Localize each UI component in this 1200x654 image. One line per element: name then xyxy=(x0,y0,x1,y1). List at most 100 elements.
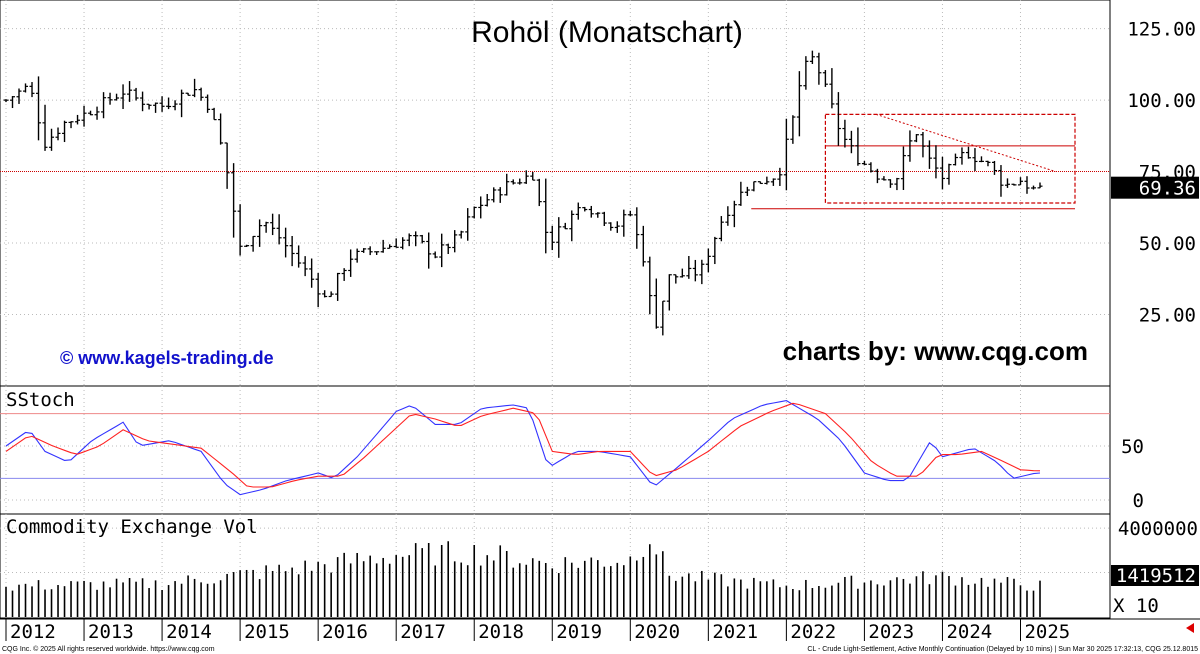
price-bar xyxy=(55,127,61,141)
price-bar xyxy=(296,245,302,268)
price-bar xyxy=(439,233,445,268)
price-bar xyxy=(114,93,120,101)
price-bar xyxy=(315,272,321,308)
scroll-left-arrow-icon[interactable] xyxy=(1186,623,1194,633)
price-bar xyxy=(1017,177,1023,186)
price-tick-label: 125.00 xyxy=(1127,19,1196,41)
price-bar xyxy=(244,244,250,248)
x-tick-label: 2017 xyxy=(400,621,446,643)
price-bar xyxy=(803,56,809,90)
x-tick-label: 2016 xyxy=(322,621,368,643)
price-bar xyxy=(445,243,451,255)
price-bar xyxy=(29,82,35,98)
price-bar xyxy=(764,176,770,185)
price-bar xyxy=(101,92,107,119)
price-bar xyxy=(751,181,757,192)
price-bar xyxy=(406,233,412,247)
price-bar xyxy=(556,217,562,258)
x-tick-label: 2019 xyxy=(556,621,602,643)
price-bar xyxy=(1011,183,1017,186)
price-bar xyxy=(257,219,263,247)
price-bar xyxy=(965,146,971,159)
price-bar xyxy=(991,160,997,175)
x-tick-label: 2014 xyxy=(166,621,212,643)
x-tick-label: 2012 xyxy=(10,621,56,643)
price-bar xyxy=(855,127,861,166)
price-bar xyxy=(985,160,991,167)
price-bar xyxy=(933,145,939,179)
price-bar xyxy=(881,176,887,181)
price-bar xyxy=(432,251,438,259)
last-price-label: 69.36 xyxy=(1139,178,1196,200)
x-tick-label: 2013 xyxy=(88,621,134,643)
price-bar xyxy=(380,239,386,253)
price-bar xyxy=(302,256,308,277)
price-bar xyxy=(621,209,627,237)
price-bar xyxy=(276,214,282,245)
price-bar xyxy=(309,258,315,288)
price-bar xyxy=(465,208,471,241)
x-tick-label: 2020 xyxy=(634,621,680,643)
price-bar xyxy=(673,274,679,284)
price-bar xyxy=(120,84,126,110)
price-bar xyxy=(868,162,874,173)
price-bar xyxy=(874,168,880,184)
x-tick-label: 2021 xyxy=(712,621,758,643)
price-bar xyxy=(686,255,692,279)
price-bar xyxy=(354,248,360,263)
price-bar xyxy=(660,300,666,336)
price-bar xyxy=(608,222,614,231)
price-bar xyxy=(367,246,373,256)
price-bar xyxy=(107,92,113,105)
price-bar xyxy=(939,156,945,190)
price-bar xyxy=(536,178,542,207)
price-bar xyxy=(517,178,523,185)
price-bar xyxy=(36,76,42,141)
price-bar xyxy=(692,259,698,282)
x-tick-label: 2023 xyxy=(868,621,914,643)
price-bar xyxy=(218,113,224,145)
price-bar xyxy=(627,210,633,217)
x-axis-ticks: 2012 2013 2014 2015 2016 2017 2018 2019 2020 2021… xyxy=(5,619,1070,643)
copyright-watermark: © www.kagels-trading.de xyxy=(60,348,274,368)
price-bar xyxy=(23,83,29,93)
x-tick-label: 2024 xyxy=(946,621,992,643)
price-bar xyxy=(153,102,159,113)
stoch-tick-label: 0 xyxy=(1133,490,1144,512)
price-bar xyxy=(920,131,926,158)
price-bar xyxy=(907,130,913,162)
volume-scale-label: X 10 xyxy=(1113,595,1159,617)
price-bar xyxy=(419,234,425,244)
price-bar xyxy=(1037,182,1043,189)
price-bar xyxy=(549,225,555,251)
price-bar xyxy=(16,88,22,104)
volume-panel-label: Commodity Exchange Vol xyxy=(6,516,258,538)
volume-bars xyxy=(5,541,1041,617)
price-bar xyxy=(237,204,243,256)
price-bar xyxy=(497,187,503,203)
price-bar xyxy=(361,248,367,253)
x-tick-label: 2015 xyxy=(244,621,290,643)
price-bar xyxy=(1004,178,1010,188)
price-bar xyxy=(263,221,269,233)
price-bar xyxy=(816,52,822,85)
price-bar xyxy=(848,130,854,154)
price-bar xyxy=(653,278,659,329)
price-bar xyxy=(510,179,516,185)
price-bar xyxy=(81,105,87,127)
price-bar xyxy=(452,230,458,253)
range-box xyxy=(824,113,1076,204)
price-tick-label: 100.00 xyxy=(1127,90,1196,112)
price-bar xyxy=(601,211,607,227)
price-bar xyxy=(543,178,549,254)
price-bar xyxy=(192,78,198,98)
price-bar xyxy=(946,163,952,185)
price-bar xyxy=(887,179,893,188)
price-bar xyxy=(809,50,815,64)
price-bar xyxy=(835,92,841,146)
downtrend-line xyxy=(875,113,1056,173)
stoch-series-0 xyxy=(5,400,1041,496)
price-bar xyxy=(926,140,932,169)
price-bar xyxy=(731,200,737,228)
price-bar xyxy=(705,248,711,273)
